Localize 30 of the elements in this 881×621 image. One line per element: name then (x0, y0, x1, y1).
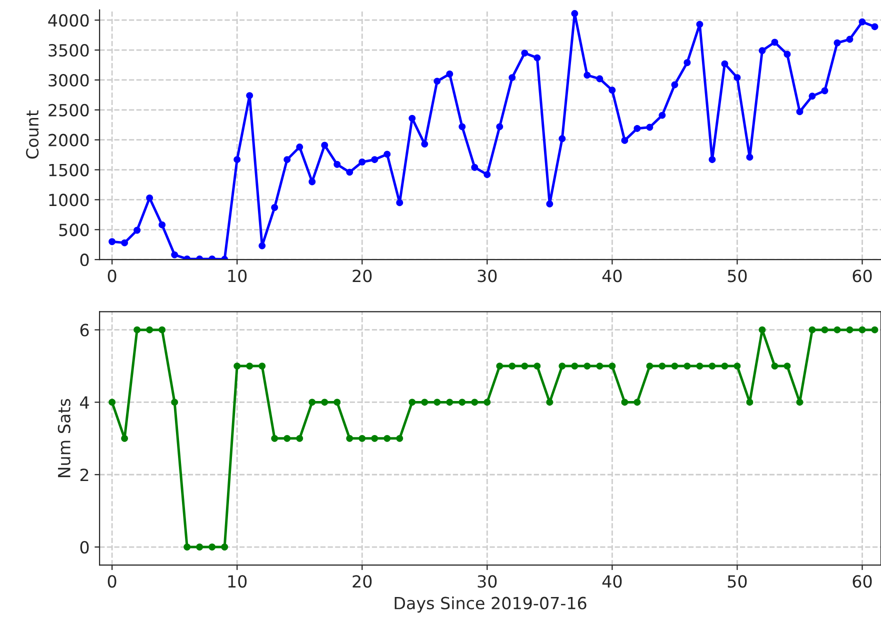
y-tick-label: 0 (80, 540, 89, 554)
x-tick-label: 50 (728, 270, 747, 282)
y-tick-label: 2500 (48, 104, 89, 116)
x-tick-label: 0 (108, 575, 116, 588)
x-tick-label: 10 (228, 270, 247, 282)
x-tick-label: 60 (852, 270, 872, 282)
x-tick-label: 40 (602, 575, 622, 588)
y-tick-label: 3500 (48, 44, 89, 57)
x-tick-label: 30 (478, 575, 497, 588)
y-tick-label: 6 (80, 324, 89, 336)
y-tick-label: 4000 (48, 14, 89, 27)
y-tick-label: 1500 (49, 164, 89, 176)
y-tick-label: 2000 (48, 134, 89, 146)
y-tick-label: 4 (80, 396, 89, 409)
x-tick-label: 40 (602, 270, 622, 282)
x-tick-label: 0 (108, 270, 116, 282)
x-tick-label: 20 (352, 270, 372, 282)
y-tick-label: 1000 (49, 194, 89, 206)
x-tick-label: 30 (478, 270, 497, 282)
y-tick-label: 0 (80, 254, 89, 266)
y-axis-title: Num Sats (58, 398, 70, 478)
y-tick-label: 2 (80, 468, 88, 481)
x-axis-title: Days Since 2019-07-16 (394, 596, 586, 613)
y-tick-label: 3000 (48, 74, 89, 87)
y-axis-title: Count (26, 110, 39, 159)
x-tick-label: 10 (228, 575, 247, 588)
x-tick-label: 50 (728, 575, 747, 588)
x-tick-label: 60 (852, 575, 872, 588)
y-tick-label: 500 (59, 224, 89, 236)
x-tick-label: 20 (352, 575, 372, 588)
